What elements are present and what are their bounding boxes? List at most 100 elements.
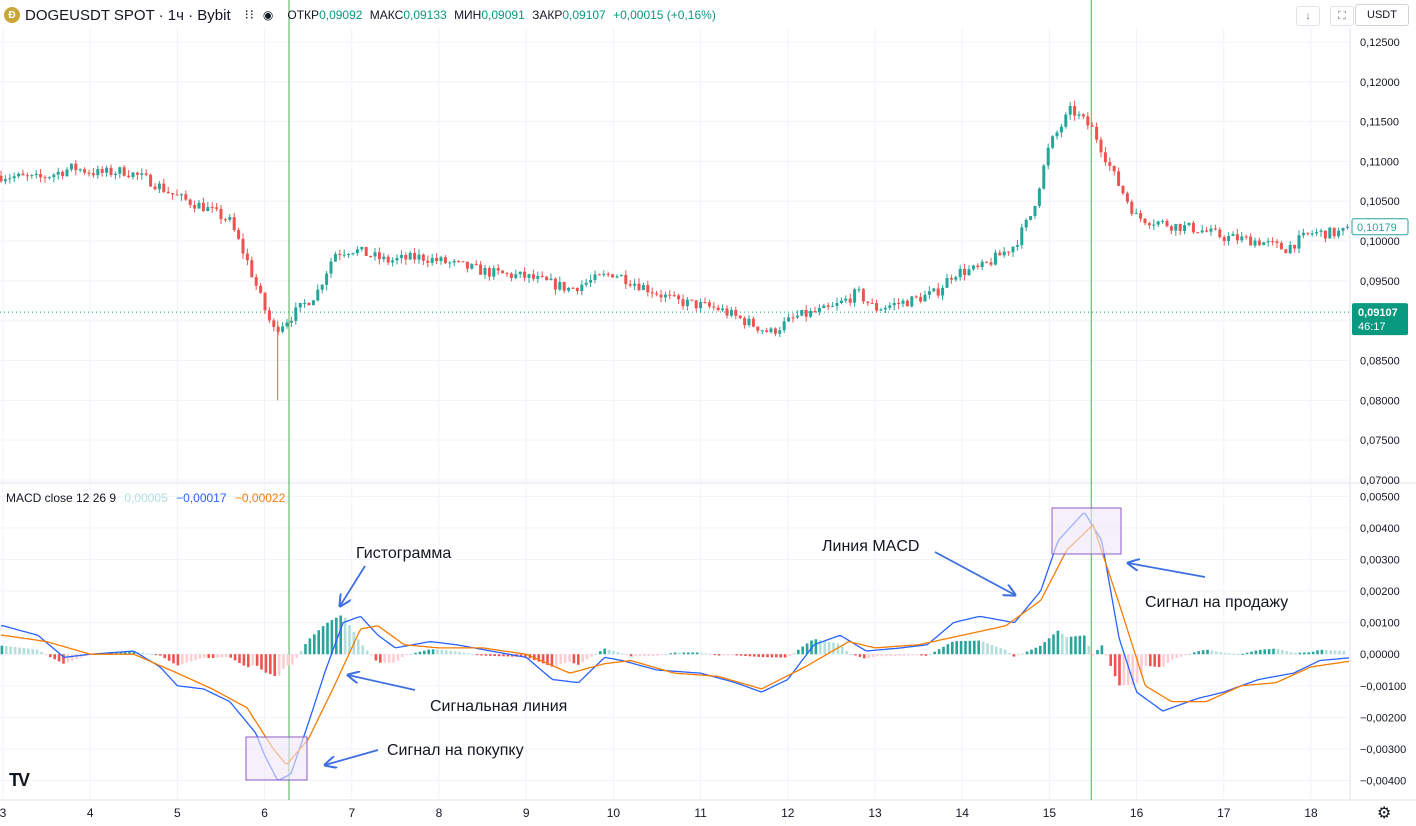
candle-body [272,320,276,328]
histogram-bar [524,654,527,658]
candle-body [1178,224,1182,232]
candle-body [628,284,632,286]
candle-body [1231,234,1235,237]
histogram-bar [1210,650,1214,655]
histogram-bar [726,654,730,656]
histogram-bar [568,654,571,662]
histogram-bar [603,648,606,655]
top-right-buttons: ↓ ⛶ [1296,6,1354,26]
candle-body [1099,139,1103,153]
histogram-bar [233,654,237,661]
candle-body [866,301,870,303]
histogram-bar [484,654,488,656]
macd-legend[interactable]: MACD close 12 26 9 0,00005 −0,00017 −0,0… [6,491,290,505]
candle-body [1341,227,1345,231]
candle-body [509,273,513,278]
macd-tick-label: 0,00000 [1360,649,1400,661]
candle-body [369,256,373,258]
eye-icon[interactable]: ◉ [262,8,274,22]
candle-body [853,289,857,303]
histogram-bar [304,644,307,655]
histogram-bar [986,643,989,655]
histogram-bar [370,654,373,656]
candle-body [413,252,417,260]
histogram-bar [251,654,254,666]
candle-body [439,257,443,262]
histogram-bar [1325,649,1328,655]
histogram-bar [959,640,963,655]
symbol-title[interactable]: DOGEUSDT SPOT · 1ч · Bybit [25,6,231,24]
time-tick-label: 11 [694,806,707,820]
down-arrow-icon[interactable]: ↓ [1296,6,1320,26]
histogram-bar [867,654,870,659]
annotation-sell-signal: Сигнал на продажу [1145,594,1289,611]
histogram-bar [805,643,809,655]
candle-body [373,252,377,257]
doge-coin-icon: Ð [4,7,20,23]
candle-body [641,285,645,291]
gear-icon[interactable]: ⚙ [1377,805,1392,822]
histogram-bar [159,654,162,656]
candle-body [619,275,623,277]
last-price-label-box [1352,303,1408,336]
histogram-bar [665,654,668,656]
candle-body [1293,244,1297,249]
histogram-bar [348,625,351,655]
histogram-bar [436,649,439,655]
candle-body [1152,224,1156,226]
histogram-bar [797,649,800,655]
candle-body [1059,126,1063,133]
histogram-bar [572,654,576,664]
histogram-bar [748,654,752,657]
candle-body [17,173,21,177]
histogram-bar [832,642,835,655]
histogram-bar [379,654,382,663]
candle-body [738,315,742,319]
candle-body [712,306,716,308]
symbol-box[interactable]: Ð DOGEUSDT SPOT · 1ч · Bybit ⁝⁝ ◉ [2,4,280,26]
histogram-bar [858,654,862,657]
candle-body [584,282,588,285]
histogram-bar [929,654,932,656]
candle-body [87,172,91,174]
candle-body [514,274,518,278]
histogram-bar [775,654,778,658]
low-value: 0,09091 [481,8,525,22]
candle-body [971,265,975,270]
candle-body [1266,240,1270,243]
overlays [245,507,1206,781]
candle-body [549,278,553,281]
histogram-bar [229,654,232,658]
histogram-bar [607,649,611,655]
histogram-bar [291,654,294,665]
histogram-bar [440,649,444,655]
price-tick-label: 0,12000 [1360,77,1400,89]
currency-button[interactable]: USDT [1355,4,1409,26]
tradingview-logo[interactable]: TV [9,770,30,790]
candle-body [1183,225,1187,232]
candle-body [245,253,249,261]
histogram-bar [770,654,774,658]
histogram-bar [577,654,580,665]
maximize-icon[interactable]: ⛶ [1330,6,1354,26]
candle-body [267,310,271,321]
candle-body [1015,245,1019,247]
time-tick-label: 7 [348,806,355,820]
price-tick-label: 0,11000 [1360,156,1399,168]
candle-body [1007,251,1011,253]
histogram-bar [343,617,347,655]
candle-body [285,322,289,327]
candle-body [122,167,126,176]
histogram-bar [704,653,708,655]
time-tick-label: 14 [956,806,970,820]
histogram-bar [1078,635,1082,655]
candle-body [1037,188,1041,206]
histogram-bar [863,654,866,659]
candle-body [1191,222,1195,233]
candle-body [307,302,311,306]
histogram-bar [717,654,721,656]
histogram-bar [414,652,417,655]
candle-body [857,289,861,291]
more-dots-icon[interactable]: ⁝⁝ [244,7,255,22]
